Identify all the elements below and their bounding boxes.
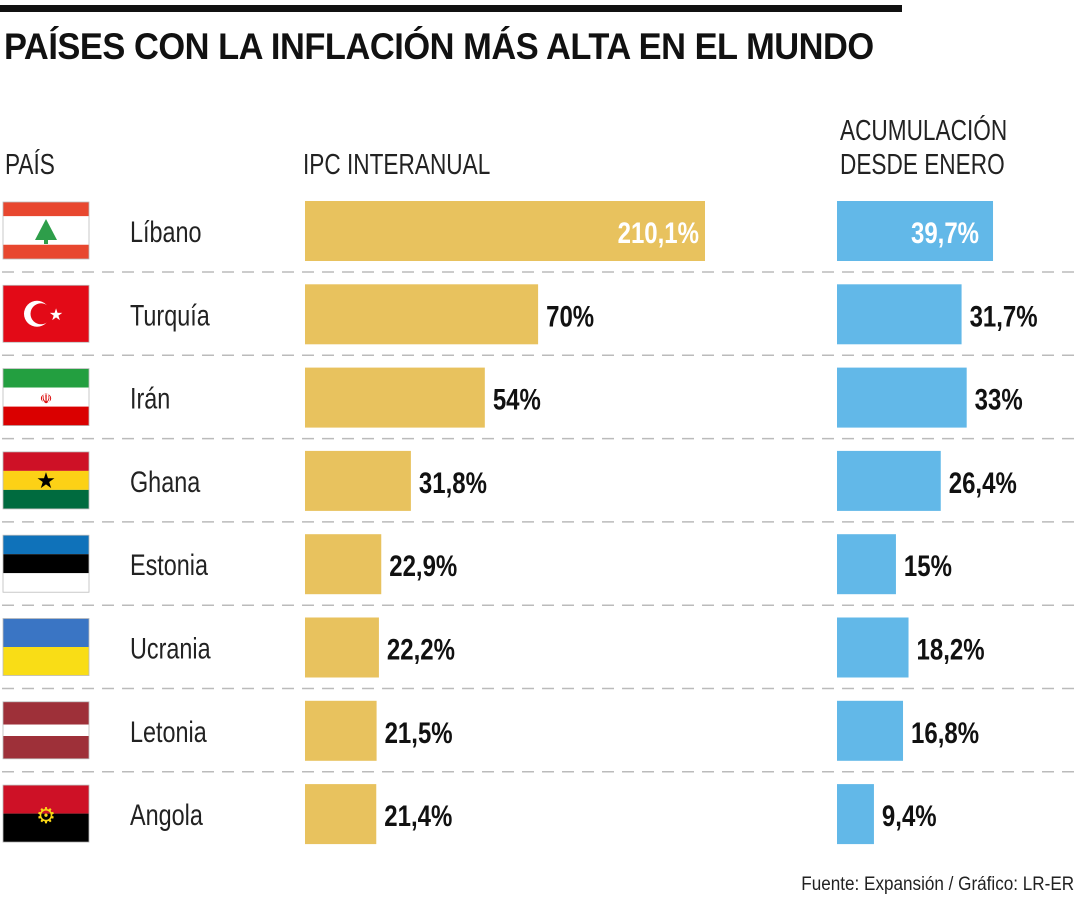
flag-stripe: [3, 573, 89, 593]
estonia-flag: [2, 534, 90, 593]
acum-bar: [837, 284, 962, 345]
emblem-icon: ☫: [40, 391, 53, 407]
country-name: Angola: [130, 798, 203, 831]
latvia-flag: [2, 701, 90, 760]
acum-value-label: 16,8%: [911, 715, 979, 749]
cedar-icon: [35, 219, 57, 240]
country-name: Ucrania: [130, 632, 211, 665]
flag-border: [2, 701, 90, 760]
crescent-cut: [30, 303, 52, 325]
ipc-value-label: 70%: [546, 299, 594, 333]
flag-border: [2, 284, 90, 343]
flag-stripe: [3, 489, 89, 509]
acum-bar: [837, 617, 909, 678]
ipc-value-label: 22,2%: [387, 632, 455, 666]
flag-stripe: [3, 387, 89, 407]
flag-stripe: [3, 647, 89, 676]
star-icon: ★: [36, 468, 56, 493]
acum-bar: [837, 784, 874, 845]
ipc-bar: [305, 784, 377, 845]
ipc-value-label: 21,5%: [385, 715, 453, 749]
acum-value-label: 39,7%: [911, 215, 979, 249]
source-note: Fuente: Expansión / Gráfico: LR-ER: [801, 874, 1074, 895]
ipc-value-label: 22,9%: [389, 549, 457, 583]
flag-stripe: [3, 813, 89, 843]
acum-bar: [837, 700, 904, 761]
ipc-bar: [305, 534, 382, 595]
chart-row: ☫ Irán 54% 33%: [2, 367, 1023, 428]
acum-value-label: 18,2%: [917, 632, 985, 666]
acum-bar: [837, 201, 994, 261]
flag-stripe: [3, 202, 89, 217]
flag-border: [2, 368, 90, 427]
emblem-icon: ⚙: [36, 803, 56, 828]
flag-stripe: [3, 701, 89, 725]
ipc-bar: [305, 367, 485, 428]
acum-value-label: 33%: [975, 382, 1023, 416]
flag-stripe: [3, 368, 89, 388]
flag-stripe: [3, 470, 89, 490]
chart-row: Letonia 21,5% 16,8%: [2, 700, 979, 761]
ipc-value-label: 210,1%: [618, 215, 699, 249]
flag-border: [2, 201, 90, 260]
ipc-bar: [305, 284, 539, 345]
acum-value-label: 9,4%: [882, 798, 937, 832]
flag-stripe: [3, 785, 89, 814]
flag-stripe: [3, 554, 89, 574]
header-acum-line1: ACUMULACIÓN: [840, 115, 1008, 147]
country-name: Líbano: [130, 215, 202, 248]
acum-bar: [837, 534, 896, 595]
acum-bar: [837, 450, 941, 511]
flag-stripe: [3, 451, 89, 471]
flag-stripe: [3, 618, 89, 647]
lebanon-flag: [2, 201, 90, 260]
header-acum-line2: DESDE ENERO: [840, 149, 1005, 181]
country-name: Ghana: [130, 465, 200, 498]
acum-value-label: 26,4%: [949, 465, 1017, 499]
top-rule: [0, 5, 902, 12]
chart-row: ★ Turquía 70% 31,7%: [2, 284, 1038, 345]
chart-row: ★ Ghana 31,8% 26,4%: [2, 450, 1017, 511]
ipc-bar: [305, 450, 411, 511]
ipc-bar: [305, 201, 705, 261]
country-name: Letonia: [130, 715, 207, 748]
country-name: Turquía: [130, 299, 210, 332]
ipc-value-label: 54%: [493, 382, 541, 416]
chart-row: Estonia 22,9% 15%: [2, 534, 952, 595]
flag-stripe: [3, 244, 89, 259]
flag-stripe: [3, 724, 89, 736]
star-icon: ★: [49, 307, 63, 324]
flag-stripe: [3, 535, 89, 555]
acum-value-label: 15%: [904, 549, 952, 583]
ghana-flag: ★: [2, 451, 90, 510]
ipc-value-label: 21,4%: [384, 798, 452, 832]
chart-row: ⚙ Angola 21,4% 9,4%: [2, 784, 937, 845]
acum-value-label: 31,7%: [970, 299, 1038, 333]
header-country: PAÍS: [5, 149, 55, 181]
ipc-value-label: 31,8%: [419, 465, 487, 499]
angola-flag: ⚙: [2, 784, 90, 843]
header-ipc: IPC INTERANUAL: [303, 149, 491, 181]
turkey-flag: ★: [2, 284, 90, 343]
ipc-bar: [305, 700, 377, 761]
ukraine-flag: [2, 618, 90, 676]
flag-border: [2, 618, 90, 676]
chart-title: PAÍSES CON LA INFLACIÓN MÁS ALTA EN EL M…: [4, 26, 874, 67]
iran-flag: ☫: [2, 368, 90, 427]
flag-stripe: [3, 406, 89, 426]
flag-stripe: [3, 736, 89, 759]
country-name: Estonia: [130, 548, 208, 581]
flag-border: [2, 784, 90, 843]
ipc-bar: [305, 617, 379, 678]
cedar-trunk: [44, 239, 48, 244]
chart-row: Ucrania 22,2% 18,2%: [2, 617, 985, 678]
flag-border: [2, 534, 90, 593]
country-name: Irán: [130, 382, 170, 415]
flag-border: [2, 451, 90, 510]
acum-bar: [837, 367, 967, 428]
chart-row: Líbano 210,1% 39,7%: [2, 201, 994, 261]
